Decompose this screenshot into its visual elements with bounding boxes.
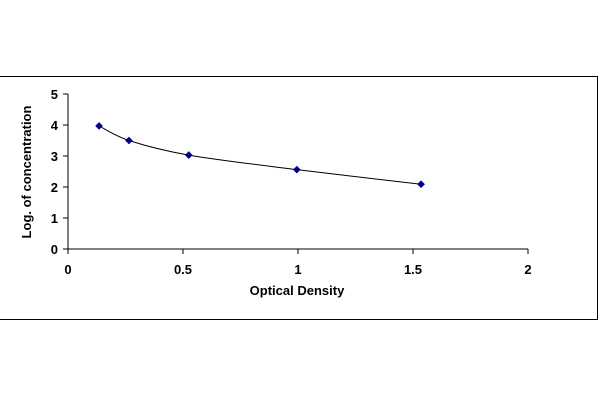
x-tick-label: 0.5 [174,262,192,277]
y-tick-label: 2 [51,180,58,195]
x-tick-label: 1.5 [404,262,422,277]
x-tick-label: 0 [64,262,71,277]
data-point [292,165,301,174]
y-tick-label: 0 [51,242,58,257]
data-point [184,151,193,160]
tick-labels: 0 1 2 3 4 5 0 0.5 1 1.5 2 [51,87,532,277]
x-axis-title: Optical Density [250,283,345,298]
data-point [95,121,104,130]
y-axis-title: Log. of concentration [19,106,34,239]
data-point [417,180,426,189]
y-tick-label: 1 [51,211,58,226]
y-tick-label: 5 [51,87,58,102]
x-tick-label: 2 [524,262,531,277]
y-tick-label: 3 [51,149,58,164]
y-tick-label: 4 [51,118,59,133]
trend-curve [98,125,422,185]
data-point [124,136,133,145]
ticks [63,93,529,254]
chart-area-frame [0,76,598,320]
x-tick-label: 1 [294,262,301,277]
data-points [95,121,426,189]
trend-curve-group [98,125,422,185]
